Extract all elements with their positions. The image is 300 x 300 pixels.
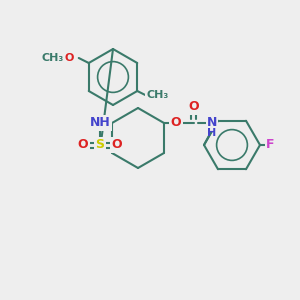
Text: O: O xyxy=(112,139,122,152)
Text: O: O xyxy=(78,139,88,152)
Text: O: O xyxy=(64,53,74,63)
Text: CH₃: CH₃ xyxy=(146,90,168,100)
Text: NH: NH xyxy=(90,116,110,130)
Text: CH₃: CH₃ xyxy=(42,53,64,63)
Text: O: O xyxy=(189,100,199,113)
Text: O: O xyxy=(171,116,181,130)
Text: N: N xyxy=(207,116,217,130)
Text: H: H xyxy=(207,128,217,138)
Text: F: F xyxy=(266,139,274,152)
Text: S: S xyxy=(95,139,104,152)
